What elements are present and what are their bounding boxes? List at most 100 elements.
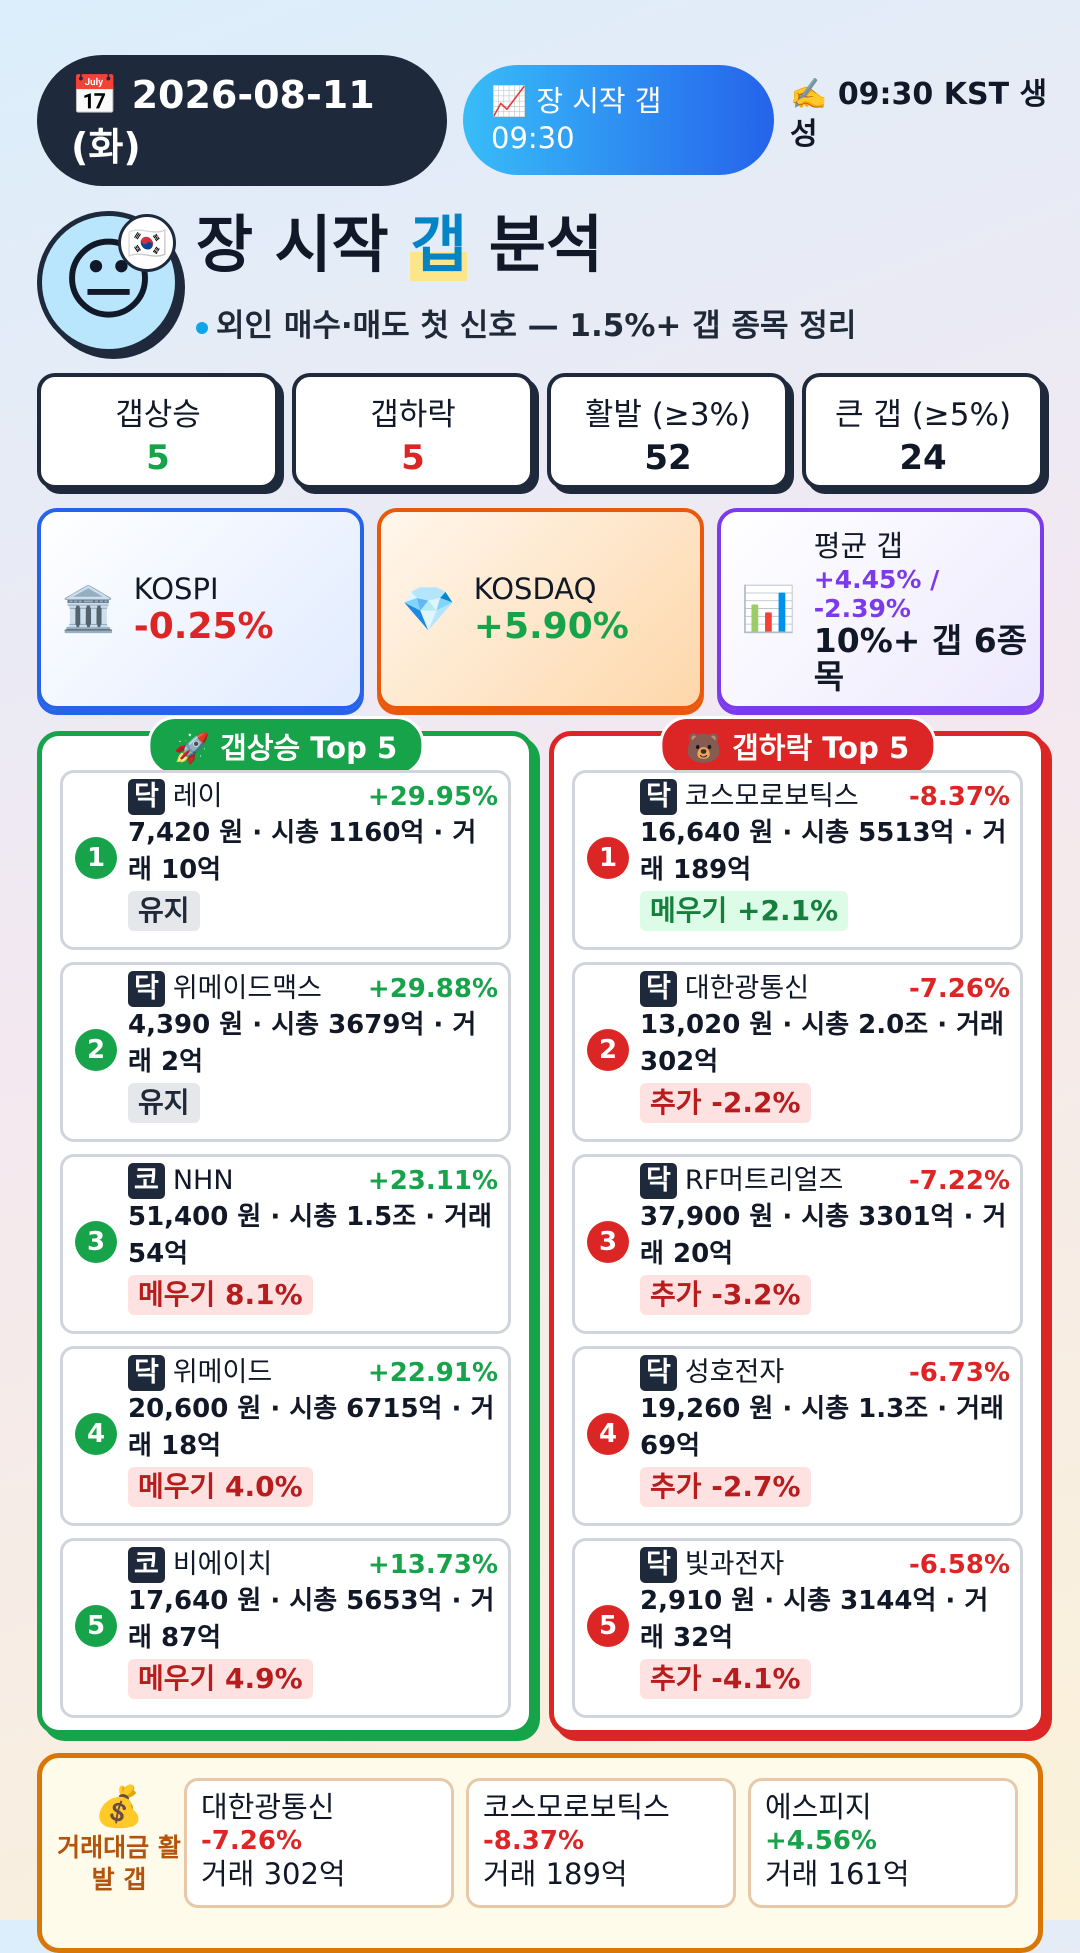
- stock-card: 3 코 NHN +23.11% 51,400 원 · 시총 1.5조 · 거래 54억 메…: [60, 1154, 511, 1334]
- stock-row: 코 NHN +23.11%: [128, 1163, 498, 1199]
- gap-tag: 메우기 4.0%: [128, 1467, 313, 1507]
- index-label: KOSDAQ: [473, 571, 597, 606]
- title-highlight: 갭: [410, 208, 468, 281]
- column-icon: 🚀: [173, 731, 210, 765]
- market-badge: 닥: [128, 1355, 165, 1391]
- index-card: 💎 KOSDAQ +5.90%: [377, 508, 704, 710]
- index-icon: 💎: [401, 584, 456, 635]
- index-value: +5.90%: [473, 605, 629, 647]
- volume-name: 코스모로보틱스: [483, 1790, 670, 1824]
- index-icon: 🏛️: [61, 584, 116, 635]
- mascot: 😐: [37, 211, 180, 354]
- gap-tag: 추가 -2.7%: [640, 1467, 811, 1507]
- stock-name: NHN: [172, 1165, 234, 1196]
- stock-detail: 16,640 원 · 시총 5513억 · 거래 189억: [640, 818, 1007, 885]
- stock-change: +29.88%: [367, 974, 498, 1004]
- index-icon: 📊: [741, 584, 796, 635]
- stock-detail: 37,900 원 · 시총 3301억 · 거래 20억: [640, 1202, 1007, 1269]
- stat-card: 갭상승 5: [37, 373, 279, 489]
- stat-value: 5: [146, 438, 170, 478]
- index-body: KOSDAQ +5.90%: [474, 572, 629, 647]
- stock-card: 1 닥 코스모로보틱스 -8.37% 16,640 원 · 시총 5513억 · 거래 …: [572, 770, 1023, 950]
- stock-name: 비에이치: [172, 1549, 273, 1580]
- stock-card: 5 코 비에이치 +13.73% 17,640 원 · 시총 5653억 · 거래 87…: [60, 1538, 511, 1718]
- stat-card: 큰 갭 (≥5%) 24: [802, 373, 1044, 489]
- stock-card: 4 닥 성호전자 -6.73% 19,260 원 · 시총 1.3조 · 거래 69억 추…: [572, 1346, 1023, 1526]
- stat-value: 5: [401, 438, 425, 478]
- stat-card: 갭하락 5: [292, 373, 534, 489]
- market-badge: 코: [128, 1163, 165, 1199]
- stock-detail: 13,020 원 · 시총 2.0조 · 거래 302억: [640, 1010, 1004, 1077]
- stock-change: +23.11%: [367, 1166, 498, 1196]
- stock-change: -7.26%: [909, 974, 1010, 1004]
- market-badge: 닥: [128, 971, 165, 1007]
- stat-label: 갭상승: [115, 397, 201, 433]
- stock-card: 3 닥 RF머트리얼즈 -7.22% 37,900 원 · 시총 3301억 · 거래 …: [572, 1154, 1023, 1334]
- stock-row: 닥 레이 +29.95%: [128, 779, 498, 815]
- stock-row: 닥 위메이드맥스 +29.88%: [128, 971, 498, 1007]
- volume-trade: 거래 302억: [201, 1857, 346, 1891]
- volume-title: 거래대금 활발 갭: [57, 1833, 181, 1894]
- stock-row: 코 비에이치 +13.73%: [128, 1547, 498, 1583]
- stat-label: 활발 (≥3%): [584, 397, 752, 433]
- title: 장 시작 갭 분석: [196, 205, 603, 285]
- volume-change: -8.37%: [483, 1826, 584, 1856]
- badge-text: 장 시작 갭 09:30: [491, 84, 662, 155]
- rank-badge: 2: [587, 1029, 629, 1071]
- title-part: 분석: [467, 208, 604, 281]
- stock-change: +22.91%: [367, 1358, 498, 1388]
- stock-change: -8.37%: [909, 782, 1010, 812]
- stock-change: -6.58%: [909, 1550, 1010, 1580]
- rank-badge: 4: [587, 1413, 629, 1455]
- stat-value: 52: [644, 438, 692, 478]
- index-value: -0.25%: [133, 605, 274, 647]
- market-badge: 닥: [640, 1163, 677, 1199]
- stock-detail: 51,400 원 · 시총 1.5조 · 거래 54억: [128, 1202, 492, 1269]
- volume-change: -7.26%: [201, 1826, 302, 1856]
- stock-name: 레이: [172, 781, 223, 812]
- losers-column: 🐻 갭하락 Top 5 1 닥 코스모로보틱스 -8.37% 16,640 원 · 시총 …: [549, 716, 1046, 1735]
- rank-badge: 1: [587, 837, 629, 879]
- stock-name: 대한광통신: [684, 973, 810, 1004]
- stock-row: 닥 대한광통신 -7.26%: [640, 971, 1010, 1007]
- gap-tag: 메우기 4.9%: [128, 1659, 313, 1699]
- stock-detail: 20,600 원 · 시총 6715억 · 거래 18억: [128, 1394, 495, 1461]
- index-card: 🏛️ KOSPI -0.25%: [37, 508, 364, 710]
- stock-card: 4 닥 위메이드 +22.91% 20,600 원 · 시총 6715억 · 거래 18…: [60, 1346, 511, 1526]
- gap-tag: 추가 -4.1%: [640, 1659, 811, 1699]
- volume-icon: 💰: [94, 1784, 144, 1830]
- stock-change: -6.73%: [909, 1358, 1010, 1388]
- stock-card: 2 닥 위메이드맥스 +29.88% 4,390 원 · 시총 3679억 · 거래 2…: [60, 962, 511, 1142]
- stock-name: 위메이드: [172, 1357, 273, 1388]
- index-card: 📊 평균 갭 +4.45% / -2.39% 10%+ 갭 6종목: [717, 508, 1044, 710]
- volume-card: 에스피지 +4.56% 거래 161억: [748, 1778, 1018, 1908]
- market-badge: 닥: [640, 779, 677, 815]
- gainers-column: 🚀 갭상승 Top 5 1 닥 레이 +29.95% 7,420 원 · 시총 1160억…: [37, 716, 534, 1735]
- gap-tag: 추가 -3.2%: [640, 1275, 811, 1315]
- gap-tag: 메우기 +2.1%: [640, 891, 849, 931]
- stock-card: 1 닥 레이 +29.95% 7,420 원 · 시총 1160억 · 거래 10억 유지: [60, 770, 511, 950]
- stat-label: 큰 갭 (≥5%): [834, 397, 1012, 433]
- column-title: 갭하락 Top 5: [732, 731, 910, 765]
- generated-icon: ✍️: [790, 77, 828, 112]
- volume-name: 대한광통신: [201, 1790, 335, 1824]
- volume-section: 💰 거래대금 활발 갭 대한광통신 -7.26% 거래 302억 코스모로보틱스 -8.37…: [37, 1753, 1043, 1953]
- stock-card: 5 닥 빛과전자 -6.58% 2,910 원 · 시총 3144억 · 거래 32억 추…: [572, 1538, 1023, 1718]
- rank-badge: 3: [75, 1221, 117, 1263]
- stock-row: 닥 위메이드 +22.91%: [128, 1355, 498, 1391]
- stat-value: 24: [899, 438, 947, 478]
- date-icon: 📅: [71, 73, 119, 117]
- rank-badge: 5: [75, 1605, 117, 1647]
- subtitle: 외인 매수·매도 첫 신호 — 1.5%+ 갭 종목 정리: [196, 300, 856, 345]
- stock-row: 닥 빛과전자 -6.58%: [640, 1547, 1010, 1583]
- index-body: 평균 갭 +4.45% / -2.39% 10%+ 갭 6종목: [814, 523, 1044, 695]
- index-label: 평균 갭: [813, 529, 904, 563]
- market-badge: 닥: [640, 1355, 677, 1391]
- column-title: 갭상승 Top 5: [220, 731, 398, 765]
- title-part: 장 시작: [196, 208, 411, 281]
- stock-detail: 4,390 원 · 시총 3679억 · 거래 2억: [128, 1010, 477, 1077]
- stock-card: 2 닥 대한광통신 -7.26% 13,020 원 · 시총 2.0조 · 거래 302…: [572, 962, 1023, 1142]
- generated: ✍️ 09:30 KST 생성: [790, 75, 1060, 155]
- index-label: KOSPI: [133, 571, 219, 606]
